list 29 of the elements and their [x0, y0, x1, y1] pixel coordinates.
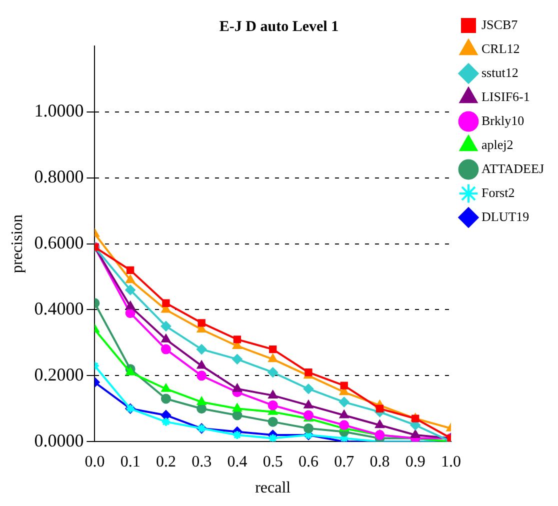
legend-label: sstut12	[481, 64, 518, 80]
y-tick-label: 0.2000	[34, 364, 84, 384]
legend-label: Brkly10	[481, 112, 524, 128]
y-axis-title: precision	[8, 214, 26, 274]
y-tick-label: 0.8000	[34, 166, 84, 187]
x-tick-label: 0.6	[298, 453, 318, 470]
x-axis-title: recall	[255, 480, 292, 497]
y-tick-label: 0.6000	[34, 232, 84, 253]
x-tick-label: 0.7	[334, 453, 354, 470]
legend-label: aplej2	[481, 136, 514, 152]
x-tick-label: 0.3	[192, 453, 212, 470]
x-tick-label: 0.8	[370, 453, 390, 470]
x-tick-label: 0.1	[120, 453, 140, 470]
legend-label: DLUT19	[481, 208, 530, 224]
x-tick-label: 1.0	[440, 453, 461, 470]
x-tick-label: 0.9	[405, 453, 426, 470]
legend-label: LISIF6-1	[481, 88, 530, 104]
legend-label: CRL12	[481, 40, 520, 56]
x-tick-label: 0.4	[227, 453, 248, 470]
legend-label: ATTADEEJ	[481, 160, 544, 176]
y-tick-label: 1.0000	[34, 100, 84, 121]
chart-title: E-J D auto Level 1	[219, 18, 339, 35]
legend-label: JSCB7	[481, 16, 518, 32]
y-tick-label: 0.0000	[34, 430, 84, 450]
x-tick-label: 0.2	[156, 453, 176, 470]
x-tick-label: 0.5	[262, 453, 283, 470]
legend-label: Forst2	[481, 184, 515, 200]
x-tick-label: 0.0	[84, 453, 105, 470]
y-tick-label: 0.4000	[34, 298, 84, 318]
